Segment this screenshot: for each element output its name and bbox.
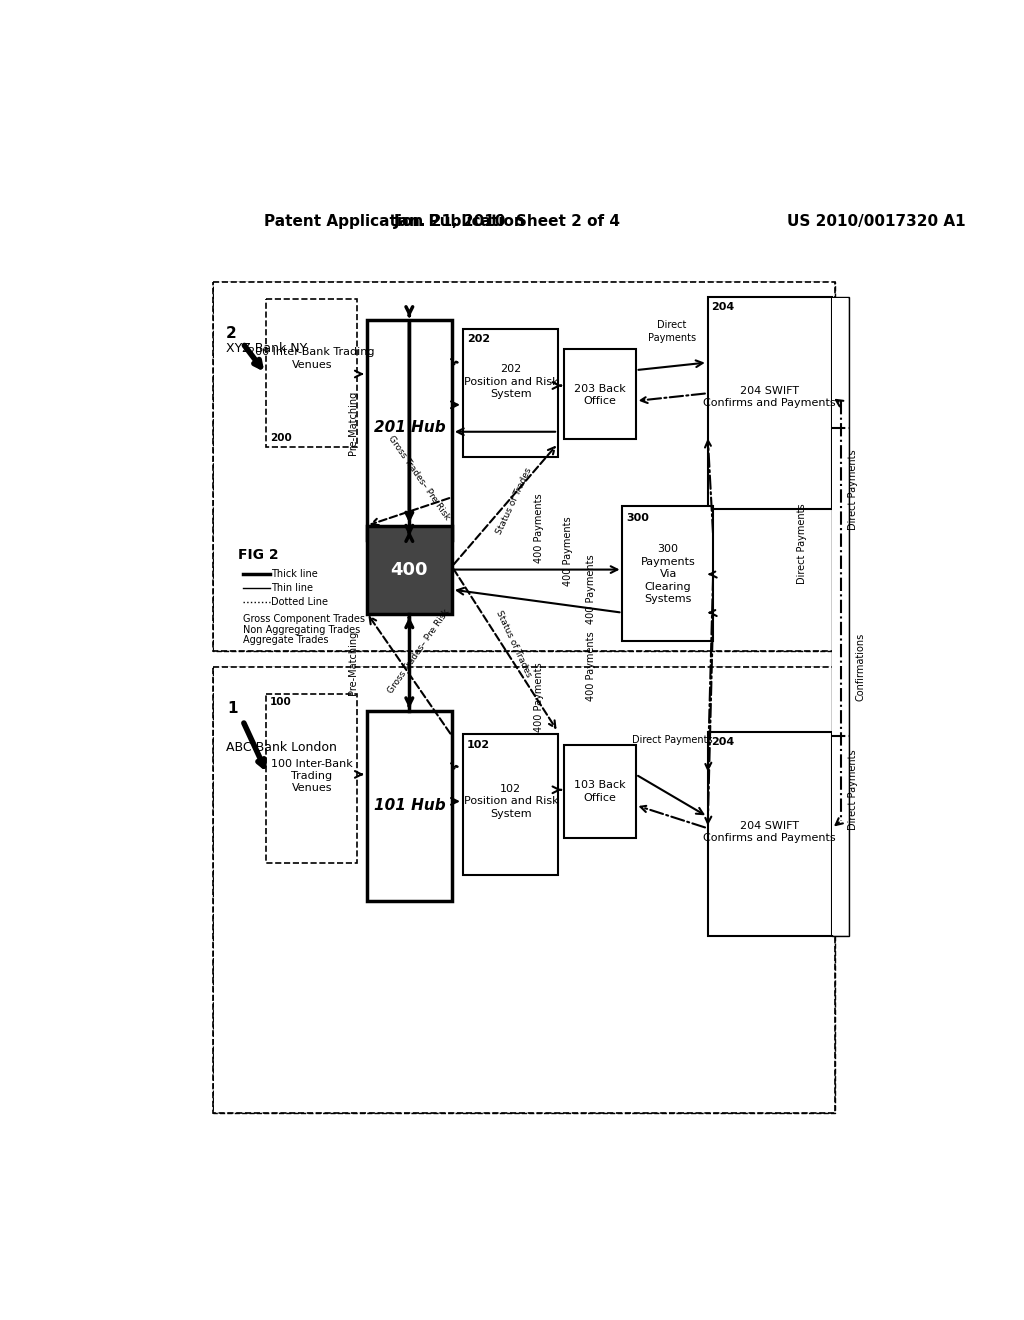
Text: Gross Component Trades: Gross Component Trades <box>243 614 365 624</box>
Text: 204 SWIFT
Confirms and Payments: 204 SWIFT Confirms and Payments <box>703 385 836 408</box>
Text: 300
Payments
Via
Clearing
Systems: 300 Payments Via Clearing Systems <box>641 544 695 605</box>
Text: 400 Payments: 400 Payments <box>534 494 544 562</box>
Text: 103 Back
Office: 103 Back Office <box>574 780 626 803</box>
Bar <box>214 668 834 1113</box>
Bar <box>623 507 713 642</box>
Text: Direct Payments: Direct Payments <box>848 449 858 529</box>
Bar <box>833 298 848 936</box>
Text: 400 Payments: 400 Payments <box>587 554 596 624</box>
Text: Thick line: Thick line <box>271 569 318 579</box>
Text: Status of Trades: Status of Trades <box>495 609 534 678</box>
Text: 204: 204 <box>712 738 735 747</box>
Text: 201 Hub: 201 Hub <box>374 420 445 436</box>
Text: ABC Bank London: ABC Bank London <box>226 741 337 754</box>
Text: 203 Back
Office: 203 Back Office <box>574 384 626 407</box>
Text: Direct Payments: Direct Payments <box>632 735 713 744</box>
Bar <box>564 350 636 440</box>
Text: Jan. 21, 2010  Sheet 2 of 4: Jan. 21, 2010 Sheet 2 of 4 <box>394 214 622 230</box>
Bar <box>367 525 452 614</box>
Bar <box>213 667 835 1113</box>
Bar <box>831 297 849 936</box>
Text: FIG 2: FIG 2 <box>238 548 279 562</box>
Bar <box>708 733 831 936</box>
Bar <box>213 281 835 651</box>
Bar <box>708 297 831 508</box>
Text: 200 Inter-Bank Trading
Venues: 200 Inter-Bank Trading Venues <box>249 347 375 370</box>
Bar <box>463 330 558 457</box>
Text: 400 Payments: 400 Payments <box>587 632 596 701</box>
Text: Gross Trades– Pre Risk: Gross Trades– Pre Risk <box>386 607 452 696</box>
Text: 102: 102 <box>467 739 489 750</box>
Text: 204: 204 <box>712 302 735 313</box>
Text: Confirmations: Confirmations <box>855 632 865 701</box>
Text: 204 SWIFT
Confirms and Payments: 204 SWIFT Confirms and Payments <box>703 821 836 843</box>
Text: Thin line: Thin line <box>271 583 313 593</box>
Text: US 2010/0017320 A1: US 2010/0017320 A1 <box>786 214 966 230</box>
Text: 100: 100 <box>270 697 292 708</box>
Bar <box>463 734 558 874</box>
Text: Direct
Payments: Direct Payments <box>648 321 696 343</box>
Text: 101 Hub: 101 Hub <box>374 797 445 813</box>
Text: Gross Trades– Pre Risk: Gross Trades– Pre Risk <box>386 434 452 521</box>
Bar <box>564 744 636 837</box>
Text: 200: 200 <box>270 433 292 444</box>
Text: 102
Position and Risk
System: 102 Position and Risk System <box>464 784 558 818</box>
Text: Direct Payments: Direct Payments <box>848 750 858 830</box>
Text: Dotted Line: Dotted Line <box>271 597 329 607</box>
Bar <box>213 281 835 651</box>
Bar <box>266 693 357 863</box>
Bar <box>367 321 452 540</box>
Text: 400 Payments: 400 Payments <box>563 516 573 586</box>
Text: 202
Position and Risk
System: 202 Position and Risk System <box>464 364 558 399</box>
Text: 1: 1 <box>227 701 238 717</box>
Text: 202: 202 <box>467 334 489 345</box>
Text: Direct Payments: Direct Payments <box>798 503 807 583</box>
Text: 2: 2 <box>225 326 237 342</box>
Bar <box>266 300 357 447</box>
Bar <box>367 711 452 902</box>
Text: XYZ Bank NY: XYZ Bank NY <box>226 342 307 355</box>
Bar <box>213 667 835 1113</box>
Text: Pre-Matching: Pre-Matching <box>348 391 357 454</box>
Text: Pre-Matching: Pre-Matching <box>348 631 357 694</box>
Text: Status of Trades: Status of Trades <box>495 466 534 536</box>
Bar <box>214 282 834 651</box>
Text: 100 Inter-Bank
Trading
Venues: 100 Inter-Bank Trading Venues <box>270 759 352 793</box>
Text: 300: 300 <box>627 512 649 523</box>
Text: 400: 400 <box>390 561 428 578</box>
Text: Non Aggregating Trades: Non Aggregating Trades <box>243 624 360 635</box>
Text: Patent Application Publication: Patent Application Publication <box>263 214 524 230</box>
Text: 400 Payments: 400 Payments <box>534 663 544 733</box>
Text: Aggregate Trades: Aggregate Trades <box>243 635 329 645</box>
